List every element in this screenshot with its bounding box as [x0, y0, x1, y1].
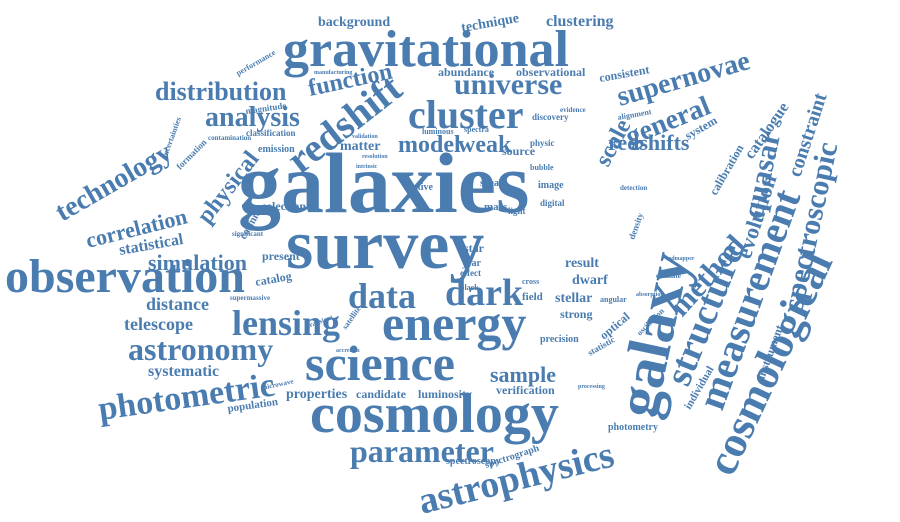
word: weak	[458, 132, 512, 158]
word: verification	[496, 383, 555, 397]
word: density	[626, 211, 645, 241]
word: source	[502, 144, 536, 158]
word: catalog	[254, 269, 293, 289]
word: science	[305, 335, 455, 391]
word: distribution	[155, 77, 287, 106]
word: observational	[516, 65, 586, 79]
word: satellite	[340, 304, 363, 331]
word: accretion	[336, 348, 360, 354]
word: photometry	[608, 422, 658, 433]
word: telescope	[124, 314, 193, 334]
word: spectroscopy	[446, 456, 501, 467]
word: calibration	[706, 142, 746, 198]
word: analysis	[205, 102, 300, 133]
word: intrinsic	[356, 164, 378, 170]
word: formation	[174, 137, 208, 171]
word: sample	[490, 362, 556, 387]
word: systematic	[148, 363, 219, 380]
word: gravitational	[283, 21, 569, 78]
word: universe	[454, 68, 562, 101]
word: angular	[600, 295, 627, 304]
word: parameter	[350, 433, 494, 469]
word: simulation	[148, 250, 247, 275]
word: result	[565, 256, 599, 271]
word: cluster	[408, 92, 524, 137]
word: spectra	[464, 125, 489, 134]
word: stellar	[555, 291, 592, 306]
word: background	[318, 15, 390, 30]
word: survey	[286, 207, 484, 284]
word: image	[538, 180, 564, 191]
word: validation	[352, 134, 378, 140]
word: contamination	[208, 134, 251, 142]
word: effect	[460, 268, 481, 278]
word: cosmology	[310, 383, 559, 445]
word: black	[460, 283, 479, 292]
word: year	[462, 258, 481, 269]
word: abundance	[438, 65, 495, 79]
word: observation	[5, 250, 245, 303]
word: shear	[480, 178, 504, 189]
word: active	[408, 182, 434, 193]
word: performance	[235, 48, 278, 78]
word: cross	[522, 277, 539, 286]
word: bubble	[530, 163, 554, 172]
word: evidence	[560, 106, 586, 114]
word: strong	[560, 307, 592, 321]
word: redshifts	[608, 130, 690, 155]
word: significant	[232, 230, 264, 238]
word: luminous	[422, 127, 454, 136]
word: luminosity	[418, 387, 472, 401]
word: precision	[540, 334, 579, 345]
word: distance	[146, 294, 209, 314]
word: supermassive	[230, 294, 270, 302]
word: discovery	[532, 112, 569, 122]
word: properties	[286, 387, 348, 402]
word: resolution	[362, 154, 388, 160]
word: astronomy	[128, 331, 273, 367]
word: physic	[530, 138, 555, 148]
word: matter	[340, 139, 380, 154]
word: classification	[246, 128, 296, 138]
word: absorption	[636, 292, 664, 298]
word: field	[522, 291, 543, 303]
word: selection	[262, 199, 306, 213]
word: digital	[540, 198, 565, 208]
word: estimate	[656, 272, 681, 280]
word: energy	[382, 295, 526, 351]
word: mass	[484, 201, 508, 213]
word: lensing	[232, 303, 340, 343]
word: processing	[578, 384, 605, 390]
word: light	[508, 206, 526, 216]
word: detection	[620, 184, 647, 192]
word: clustering	[546, 13, 614, 30]
word: dark	[445, 272, 524, 314]
word: data	[348, 276, 416, 316]
word: present	[262, 249, 300, 263]
word: dwarf	[572, 273, 608, 288]
word: candidate	[356, 387, 407, 401]
word: emission	[258, 144, 295, 155]
word: model	[398, 132, 461, 158]
word: galaxies	[238, 135, 529, 231]
word: star	[464, 241, 485, 255]
word: manufacturing	[314, 70, 352, 76]
word: redmapper	[666, 256, 695, 262]
